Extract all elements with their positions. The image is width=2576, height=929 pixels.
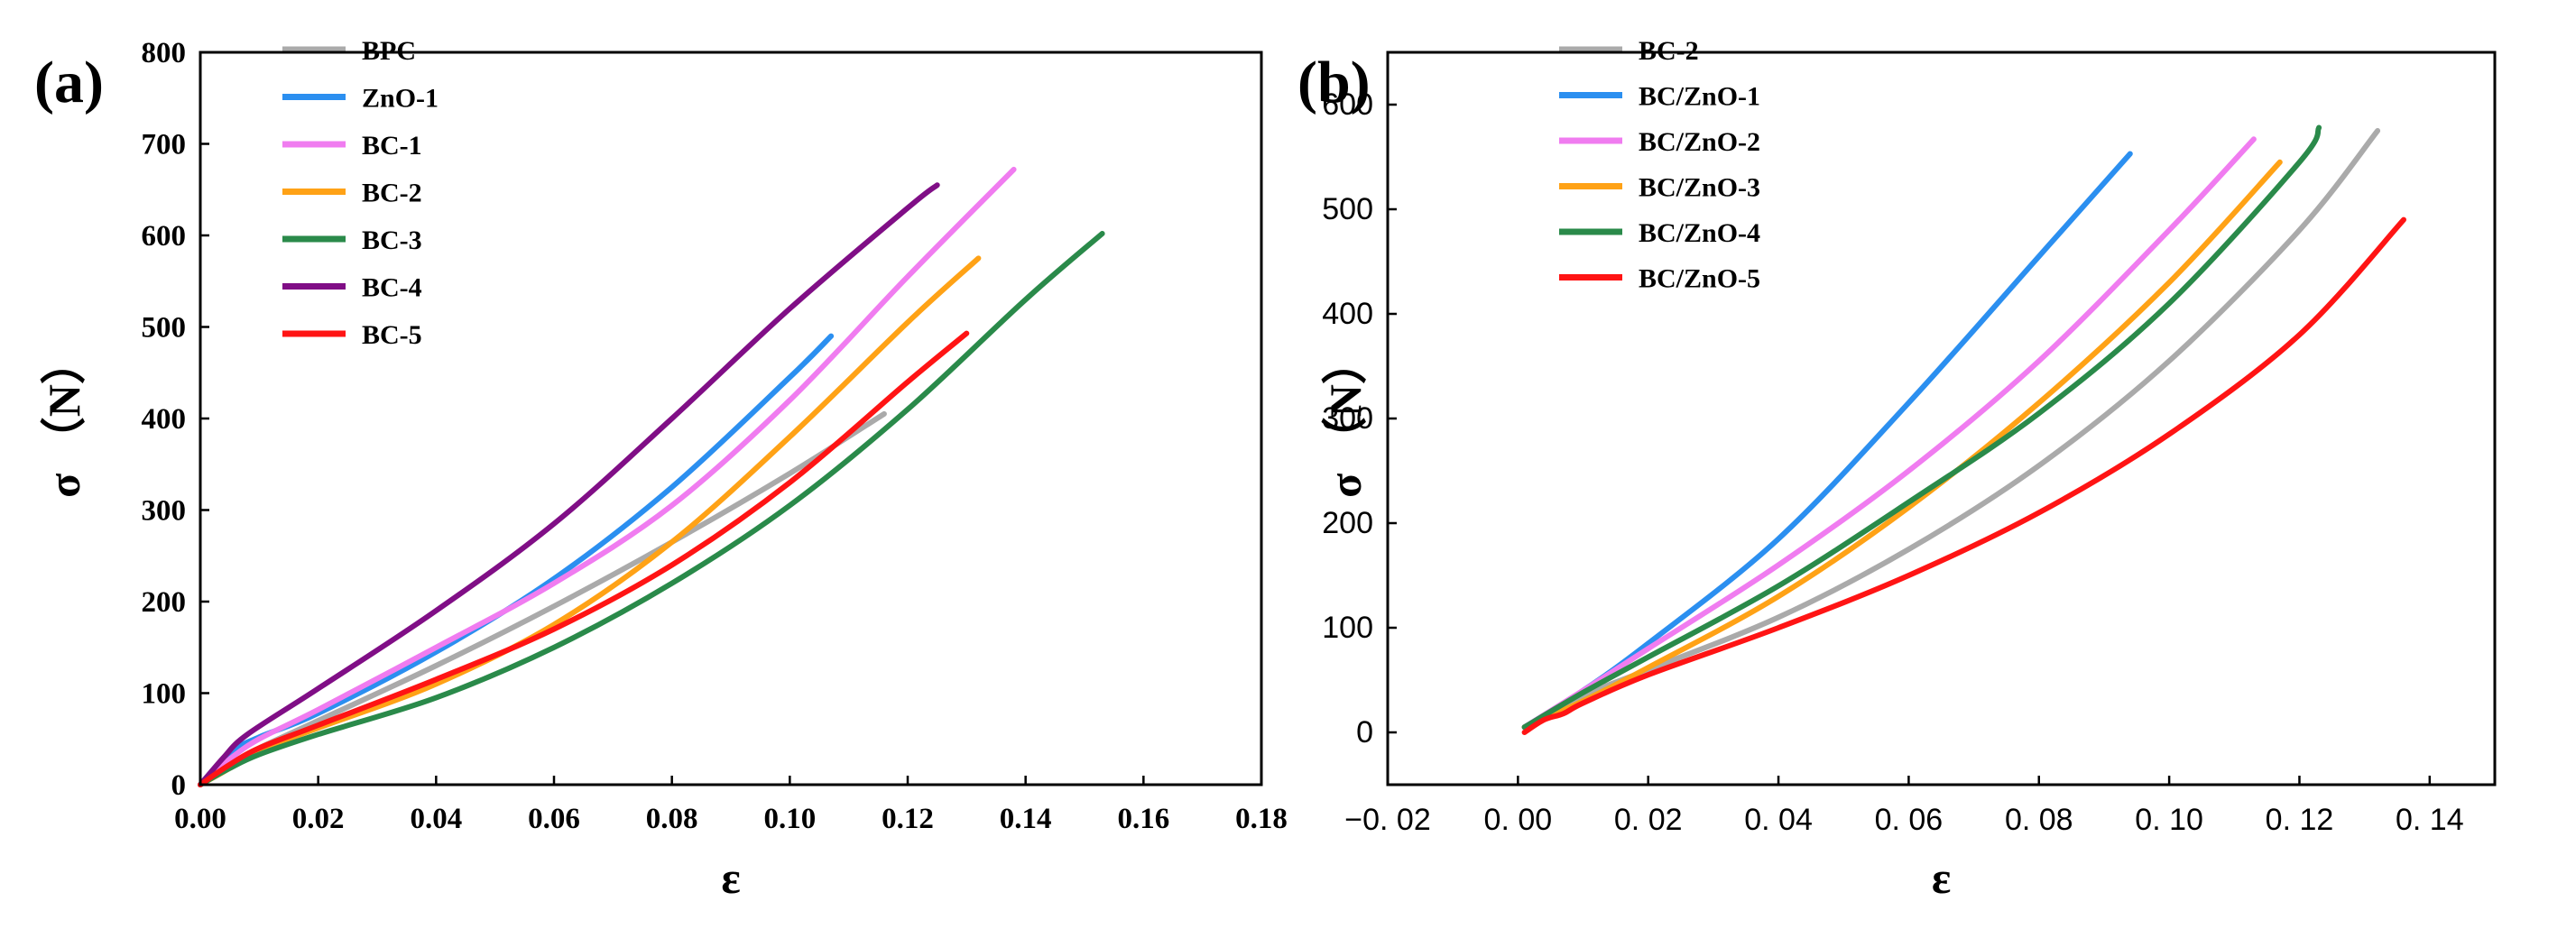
panel-b-plot-frame xyxy=(1386,51,2497,786)
panel-b-x-tick-label: 0. 02 xyxy=(1614,803,1683,837)
panel-a-y-tick-label: 0 xyxy=(171,769,187,802)
panel-b-legend: BC-2BC/ZnO-1BC/ZnO-2BC/ZnO-3BC/ZnO-4BC/Z… xyxy=(1559,36,1760,294)
panel-b-y-tick-label: 0 xyxy=(1356,715,1373,750)
panel-b-legend-label-bc-zno-5: BC/ZnO-5 xyxy=(1639,264,1760,294)
panel-b-x-tick-label: 0. 04 xyxy=(1744,803,1813,837)
panel-b-x-tick-label: 0. 14 xyxy=(2396,803,2464,837)
panel-a-x-tick-label: 0.06 xyxy=(528,803,580,835)
panel-b-series xyxy=(1521,124,2406,735)
panel-b-y-tick-label: 500 xyxy=(1322,192,1373,226)
panel-a-y-tick-label: 200 xyxy=(142,586,187,619)
panel-a-x-tick-label: 0.18 xyxy=(1235,803,1288,835)
panel-a-y-tick-label: 600 xyxy=(142,220,187,253)
panel-b-x-tick-label: 0. 06 xyxy=(1875,803,1944,837)
panel-a-y-tick-label: 100 xyxy=(142,678,187,711)
panel-a-series-line-bc-2 xyxy=(198,255,982,787)
panel-b-y-tick-label: 100 xyxy=(1322,611,1373,645)
panel-a-legend-label-bc-2: BC-2 xyxy=(362,179,422,208)
panel-a-x-tick-label: 0.02 xyxy=(292,803,345,835)
panel-b-y-tick-label: 300 xyxy=(1322,401,1373,436)
panel-b-series-line-bc-zno-3 xyxy=(1521,159,2283,731)
panel-b-x-tick-label: 0. 10 xyxy=(2135,803,2203,837)
panel-a-series xyxy=(198,166,1105,787)
panel-a-legend-label-zno-1: ZnO-1 xyxy=(362,84,439,114)
panel-a-y-tick-label: 800 xyxy=(142,37,187,69)
panel-a-x-tick-label: 0.16 xyxy=(1117,803,1169,835)
panel-a-legend-label-bc-5: BC-5 xyxy=(362,320,422,350)
panel-a-x-tick-label: 0.12 xyxy=(882,803,934,835)
panel-b-legend-label-bc-zno-1: BC/ZnO-1 xyxy=(1639,82,1760,112)
panel-a-legend-label-bc-3: BC-3 xyxy=(362,225,422,255)
panel-b-legend-label-bc-zno-3: BC/ZnO-3 xyxy=(1639,173,1760,203)
panel-b-ylabel: σ （N） xyxy=(1320,339,1371,498)
panel-b-ticks: −0. 02 0. 00 0. 02 0. 04 0. 06 0. 08 0. 10 0. 1… xyxy=(1322,87,2463,837)
panel-b-y-tick-label: 200 xyxy=(1322,506,1373,540)
panel-b-legend-label-bc-zno-2: BC/ZnO-2 xyxy=(1639,127,1760,157)
panel-b-series-line-bc-zno-1 xyxy=(1521,151,2133,731)
panel-b-series-line-bc-zno-2 xyxy=(1521,136,2257,731)
panel-a-series-line-bc-3 xyxy=(198,231,1105,787)
panel-a-legend-label-bc-4: BC-4 xyxy=(362,273,422,303)
panel-a-ticks: 0.00 0.02 0.04 0.06 0.08 0.10 0.12 0.14 0.16 0.18… xyxy=(142,37,1288,835)
panel-b-legend-label-bc-zno-4: BC/ZnO-4 xyxy=(1639,218,1760,248)
panel-a-series-line-bc-5 xyxy=(198,330,970,787)
panel-a-label: (a) xyxy=(34,50,104,115)
panel-a-x-tick-label: 0.00 xyxy=(174,803,226,835)
panel-a-x-tick-label: 0.10 xyxy=(763,803,816,835)
panel-a-legend-label-bc-1: BC-1 xyxy=(362,131,422,161)
panel-a-x-tick-label: 0.14 xyxy=(1000,803,1052,835)
panel-a-y-tick-label: 700 xyxy=(142,129,187,161)
panel-a-series-line-bc-4 xyxy=(198,182,940,787)
panel-b-x-tick-label: 0. 08 xyxy=(2005,803,2073,837)
panel-a-y-tick-label: 300 xyxy=(142,495,187,528)
panel-b-y-tick-label: 400 xyxy=(1322,297,1373,331)
panel-a-y-tick-label: 400 xyxy=(142,403,187,436)
panel-a-x-tick-label: 0.08 xyxy=(646,803,698,835)
panel-a-ylabel: σ （N） xyxy=(39,339,89,498)
panel-a-plot-frame xyxy=(199,51,1263,786)
panel-b-x-tick-label: 0. 12 xyxy=(2266,803,2334,837)
panel-a-series-line-zno-1 xyxy=(198,333,835,787)
panel-b-y-tick-label: 600 xyxy=(1322,87,1373,122)
panel-b-x-tick-label: 0. 00 xyxy=(1484,803,1553,837)
panel-b-series-line-bc-zno-5 xyxy=(1521,216,2406,735)
panel-b-x-tick-label: −0. 02 xyxy=(1344,803,1430,837)
panel-b-series-line-bc-zno-4 xyxy=(1521,124,2322,731)
panel-a-x-tick-label: 0.04 xyxy=(410,803,462,835)
panel-a-series-line-bc-1 xyxy=(198,166,1017,787)
panel-b-xlabel: ε xyxy=(1932,852,1951,903)
panel-a-xlabel: ε xyxy=(721,852,740,903)
panel-b-chart: (b) −0. 02 0. 00 0. 02 0. 04 0. 06 0. 08 0. 10… xyxy=(1297,36,2497,903)
panel-b-label: (b) xyxy=(1297,50,1371,115)
panel-a-y-tick-label: 500 xyxy=(142,312,187,345)
panel-a-chart: (a) 0.00 0.02 0.04 0.06 0.08 0.10 0.12 0.14 0.16… xyxy=(34,36,1288,903)
